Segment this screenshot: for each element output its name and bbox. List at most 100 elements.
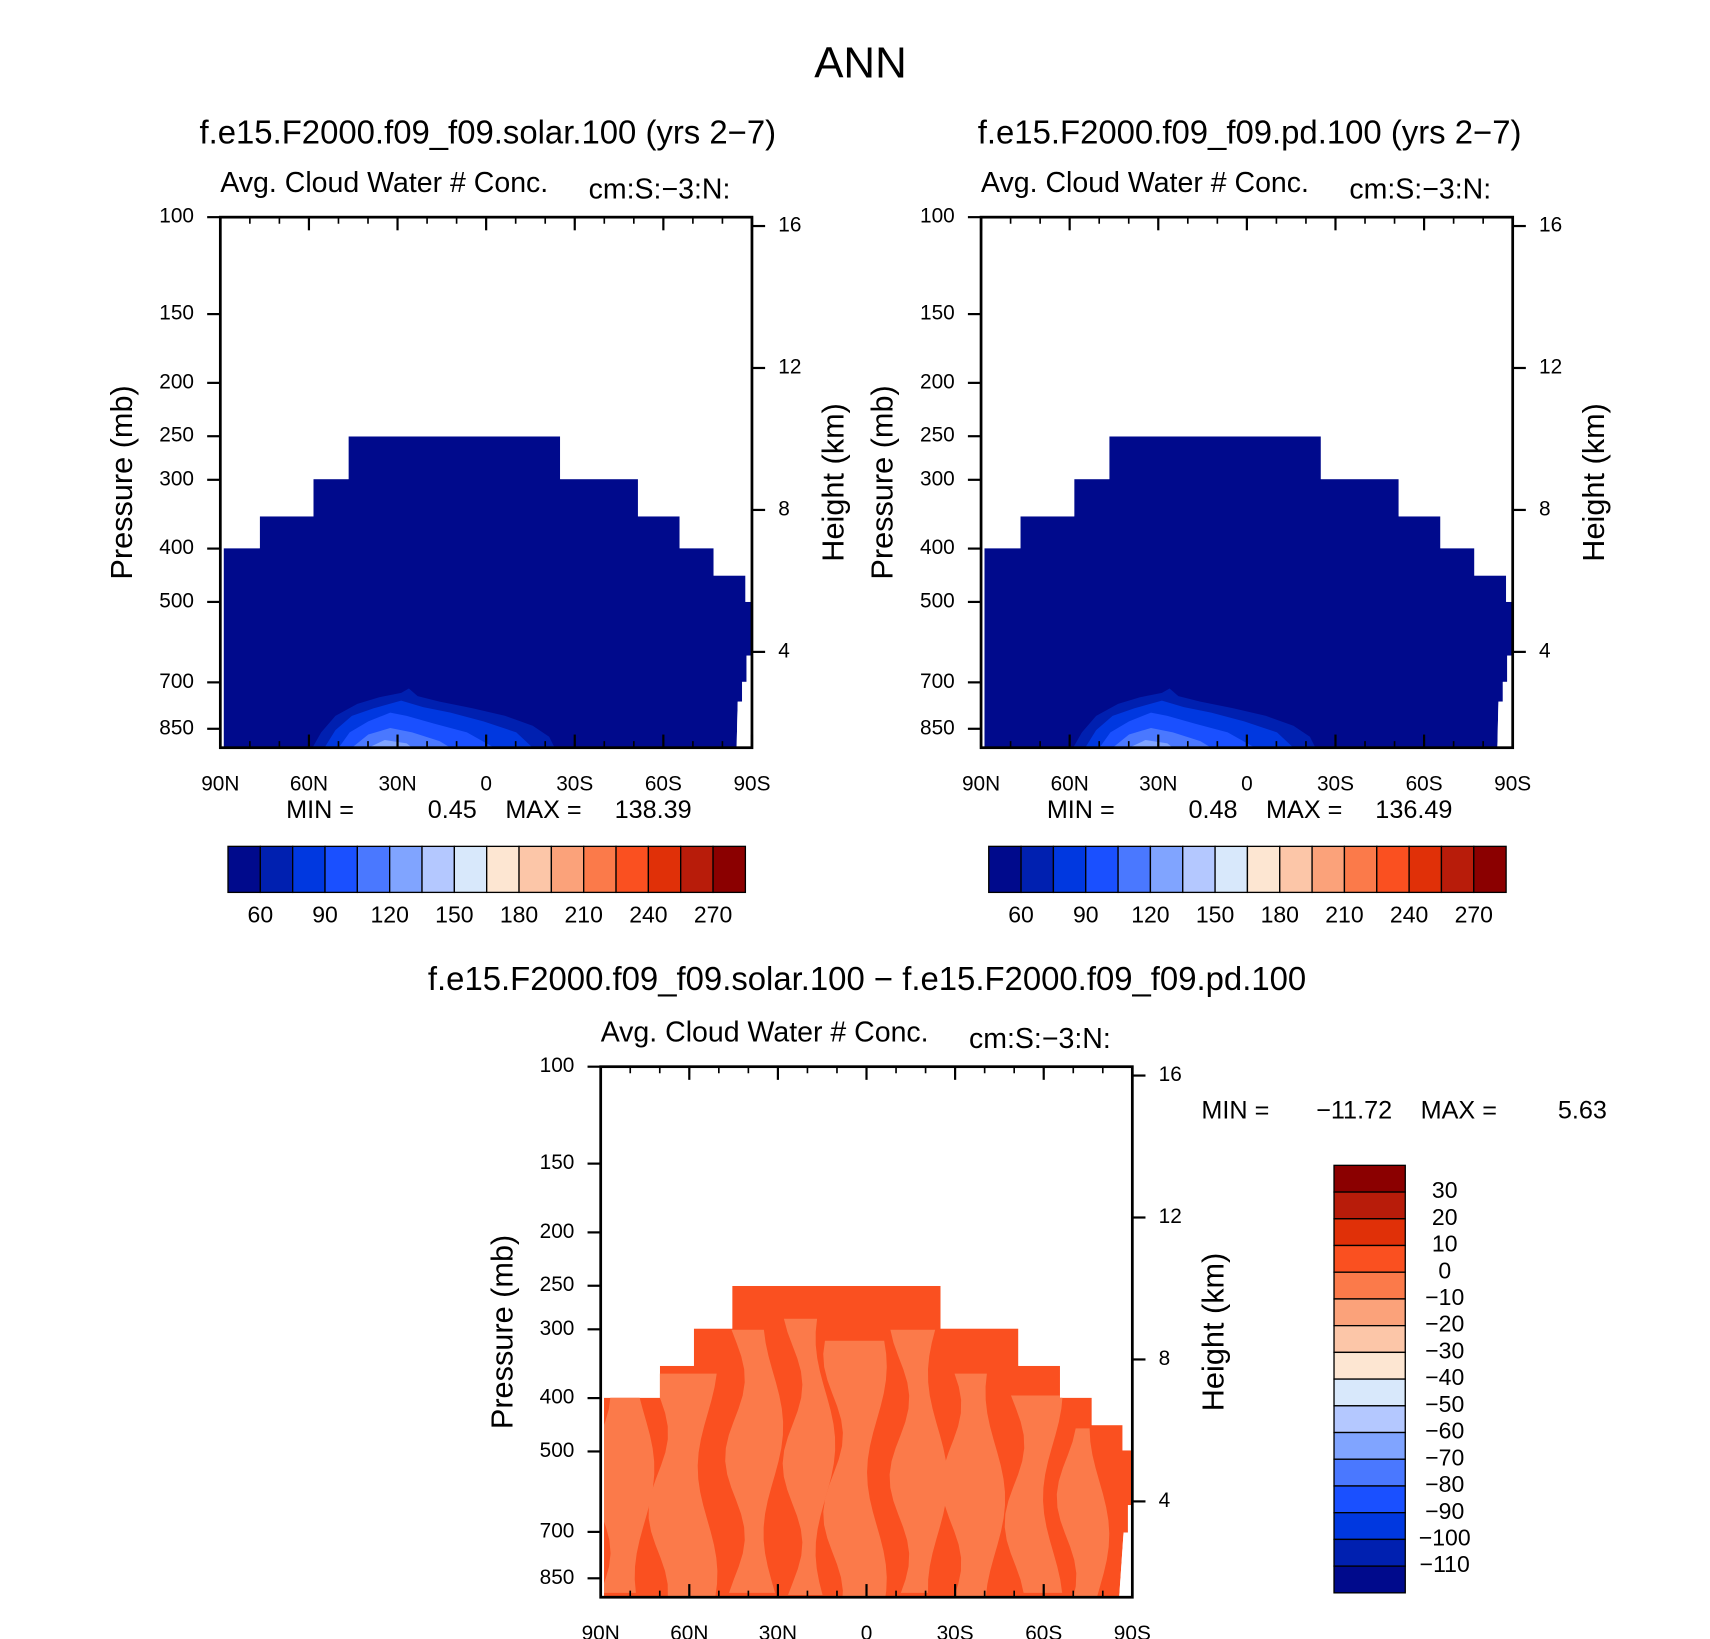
y-tick-label: 150	[920, 302, 955, 325]
colorbar-box	[1333, 1244, 1406, 1273]
y-tick-label: 100	[159, 205, 194, 228]
colorbar-box	[1440, 845, 1475, 894]
colorbar-label: −50	[1425, 1391, 1464, 1417]
y-axis-label: Pressure (mb)	[865, 385, 900, 579]
contour-region	[823, 1340, 887, 1598]
max-value: 5.63	[1558, 1096, 1607, 1124]
colorbar-box	[1246, 845, 1281, 894]
y2-tick-label: 4	[778, 639, 790, 662]
y-tick-label: 500	[920, 589, 955, 612]
y2-tick-label: 12	[1539, 355, 1562, 378]
y-tick-label: 250	[540, 1273, 575, 1296]
max-label: MAX =	[1421, 1096, 1497, 1124]
x-tick-label: 60S	[645, 772, 682, 795]
colorbar-label: −90	[1425, 1498, 1464, 1524]
units-label: cm:S:−3:N:	[589, 173, 731, 205]
x-tick-label: 0	[1241, 772, 1253, 795]
y2-axis-label: Height (km)	[1576, 403, 1611, 562]
contour-region	[351, 727, 451, 748]
panel-subtitle: Avg. Cloud Water # Conc.	[601, 1016, 929, 1048]
colorbar-box	[615, 845, 650, 894]
x-tick-label: 0	[861, 1622, 873, 1639]
min-value: 0.48	[1188, 796, 1237, 824]
colorbar-box	[259, 845, 294, 894]
colorbar-box	[647, 845, 682, 894]
colorbar-label: 270	[1455, 902, 1493, 928]
y-tick-label: 700	[920, 670, 955, 693]
colorbar-label: 240	[629, 902, 667, 928]
max-value: 136.49	[1375, 796, 1452, 824]
y2-tick-label: 12	[1159, 1205, 1182, 1228]
x-tick-label: 30S	[1317, 772, 1354, 795]
panel-subtitle: Avg. Cloud Water # Conc.	[981, 167, 1309, 199]
y-tick-label: 700	[159, 670, 194, 693]
x-tick-label: 90S	[1494, 772, 1531, 795]
min-label: MIN =	[1047, 796, 1115, 824]
panel-title: f.e15.F2000.f09_f09.solar.100 − f.e15.F2…	[428, 960, 1306, 997]
colorbar-label: 30	[1432, 1177, 1458, 1203]
y-axis-label: Pressure (mb)	[484, 1235, 519, 1429]
contour-region	[368, 740, 413, 748]
colorbar-box	[518, 845, 553, 894]
colorbar-box	[389, 845, 423, 894]
colorbar-box	[1333, 1191, 1406, 1220]
colorbar-box	[550, 845, 585, 894]
colorbar-box	[1473, 845, 1507, 894]
colorbar-label: 210	[1325, 902, 1363, 928]
contour-fill	[223, 436, 752, 748]
colorbar-box	[583, 845, 617, 894]
y-tick-label: 300	[920, 467, 955, 490]
y-tick-label: 250	[159, 424, 194, 447]
colorbar-box	[1333, 1271, 1406, 1300]
x-tick-label: 90N	[201, 772, 239, 795]
y2-axis-label: Height (km)	[1196, 1253, 1231, 1412]
colorbar-box	[1333, 1512, 1406, 1541]
x-tick-label: 60N	[290, 772, 328, 795]
colorbar-box	[1333, 1164, 1406, 1193]
y-tick-label: 700	[540, 1519, 575, 1542]
y-tick-label: 100	[540, 1054, 575, 1077]
y-tick-label: 250	[920, 424, 955, 447]
colorbar-label: −20	[1425, 1311, 1464, 1337]
colorbar-box	[1333, 1324, 1406, 1354]
x-tick-label: 60S	[1025, 1622, 1062, 1639]
y-tick-label: 300	[540, 1317, 575, 1340]
colorbar-label: −110	[1420, 1551, 1470, 1577]
contour-region	[889, 1329, 948, 1593]
colorbar-box	[1333, 1458, 1406, 1487]
colorbar-box	[453, 845, 488, 894]
y2-tick-label: 4	[1539, 639, 1551, 662]
contour-region	[941, 1373, 1006, 1598]
colorbar-box	[1376, 845, 1410, 894]
y-tick-label: 200	[159, 370, 194, 393]
colorbar-label: 90	[1073, 902, 1099, 928]
y-tick-label: 200	[920, 370, 955, 393]
y-tick-label: 850	[540, 1566, 575, 1589]
colorbar-label: 60	[248, 902, 274, 928]
colorbar-box	[486, 845, 520, 894]
colorbar-box	[1333, 1485, 1406, 1514]
contour-region	[648, 1373, 718, 1598]
colorbar-label: 270	[694, 902, 732, 928]
colorbar-box	[292, 845, 326, 894]
units-label: cm:S:−3:N:	[969, 1023, 1111, 1055]
colorbar-box	[1214, 845, 1249, 894]
colorbar-label: 180	[500, 902, 538, 928]
panel-subtitle: Avg. Cloud Water # Conc.	[220, 167, 548, 199]
colorbar-label: 120	[370, 902, 408, 928]
y-tick-label: 400	[920, 536, 955, 559]
colorbar-label: −30	[1425, 1337, 1464, 1363]
x-tick-label: 0	[480, 772, 492, 795]
y-tick-label: 200	[540, 1220, 575, 1243]
y2-axis-label: Height (km)	[815, 403, 850, 562]
colorbar-box	[712, 845, 747, 894]
min-value: −11.72	[1316, 1096, 1392, 1124]
colorbar-box	[1085, 845, 1119, 894]
panel-title: f.e15.F2000.f09_f09.solar.100 (yrs 2−7)	[199, 114, 776, 151]
y2-tick-label: 4	[1159, 1489, 1171, 1512]
colorbar-label: 240	[1390, 902, 1428, 928]
y2-tick-label: 16	[778, 214, 801, 237]
colorbar-label: −100	[1419, 1524, 1471, 1550]
colorbar-label: 20	[1432, 1204, 1458, 1230]
